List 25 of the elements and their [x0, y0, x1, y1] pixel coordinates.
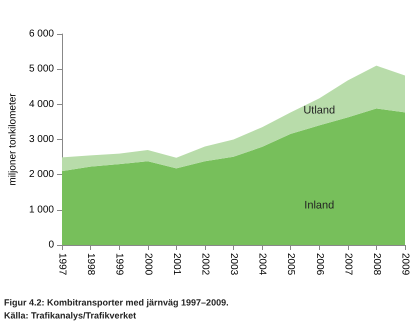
y-tick-label: 3 000 — [28, 134, 54, 145]
y-tick-label: 5 000 — [28, 64, 54, 75]
x-tick-label: 2009 — [400, 253, 410, 276]
x-tick-label: 2004 — [256, 253, 268, 276]
text: Källa: Trafikanalys/Trafikverket — [4, 310, 136, 320]
x-tick-label: 1997 — [56, 253, 68, 276]
x-tick-label: 2001 — [170, 253, 182, 276]
x-tick-label: 2002 — [199, 253, 210, 276]
y-tick-label: 4 000 — [28, 98, 54, 110]
x-tick-label: 2006 — [314, 253, 325, 276]
y-axis-title: miljoner tonkilometer — [8, 92, 18, 186]
y-tick-label: 2 000 — [28, 169, 54, 180]
series-label: Utland — [303, 104, 336, 116]
y-tick-label: 1 000 — [28, 204, 54, 216]
x-tick-label: 1998 — [85, 253, 96, 276]
x-tick-label: 2003 — [228, 253, 239, 276]
x-tick-label: 2000 — [142, 253, 154, 276]
y-tick-label: 0 — [48, 240, 54, 250]
x-tick-label: 1999 — [114, 253, 125, 276]
x-tick-label: 2005 — [285, 253, 296, 276]
series-label: Inland — [304, 199, 334, 212]
text: Figur 4.2: Kombitransporter med järnväg 1997–2009. — [4, 298, 229, 308]
x-tick-label: 2007 — [342, 253, 354, 276]
y-tick-label: 6 000 — [28, 28, 54, 40]
x-tick-label: 2008 — [370, 253, 382, 276]
